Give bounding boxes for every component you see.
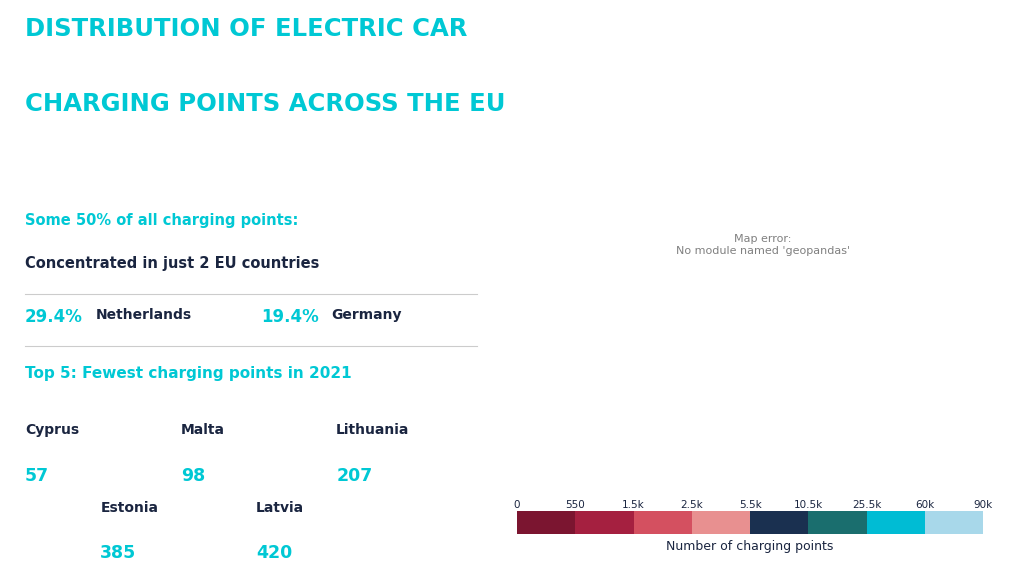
Text: 19.4%: 19.4%: [261, 308, 318, 326]
Text: Latvia: Latvia: [256, 501, 304, 515]
Text: Concentrated in just 2 EU countries: Concentrated in just 2 EU countries: [25, 256, 319, 271]
Text: Lithuania: Lithuania: [336, 423, 410, 437]
Text: CHARGING POINTS ACROSS THE EU: CHARGING POINTS ACROSS THE EU: [25, 92, 506, 116]
Text: 57: 57: [25, 467, 49, 484]
Text: Some 50% of all charging points:: Some 50% of all charging points:: [25, 213, 298, 228]
Bar: [925, 511, 983, 534]
Text: 2.5k: 2.5k: [681, 500, 703, 510]
Text: Number of charging points: Number of charging points: [667, 540, 834, 553]
Text: Map error:
No module named 'geopandas': Map error: No module named 'geopandas': [676, 234, 850, 256]
Text: 25.5k: 25.5k: [852, 500, 882, 510]
Text: 90k: 90k: [974, 500, 992, 510]
Text: DISTRIBUTION OF ELECTRIC CAR: DISTRIBUTION OF ELECTRIC CAR: [25, 17, 468, 41]
Text: 1.5k: 1.5k: [623, 500, 645, 510]
Text: 385: 385: [100, 544, 136, 562]
Text: Estonia: Estonia: [100, 501, 159, 515]
Text: Top 5: Fewest charging points in 2021: Top 5: Fewest charging points in 2021: [25, 366, 351, 381]
Text: 0: 0: [514, 500, 520, 510]
Text: Malta: Malta: [180, 423, 224, 437]
Text: 10.5k: 10.5k: [794, 500, 823, 510]
Bar: [808, 511, 866, 534]
Text: 550: 550: [565, 500, 586, 510]
Text: 5.5k: 5.5k: [738, 500, 762, 510]
Text: 420: 420: [256, 544, 292, 562]
Text: 98: 98: [180, 467, 205, 484]
Bar: [866, 511, 925, 534]
Text: 207: 207: [336, 467, 373, 484]
Text: 60k: 60k: [915, 500, 935, 510]
Text: 29.4%: 29.4%: [25, 308, 83, 326]
Text: Netherlands: Netherlands: [95, 308, 191, 322]
Bar: [517, 511, 575, 534]
Bar: [634, 511, 692, 534]
Bar: [692, 511, 750, 534]
Text: Germany: Germany: [331, 308, 401, 322]
Bar: [575, 511, 634, 534]
Text: Cyprus: Cyprus: [25, 423, 79, 437]
Bar: [750, 511, 808, 534]
